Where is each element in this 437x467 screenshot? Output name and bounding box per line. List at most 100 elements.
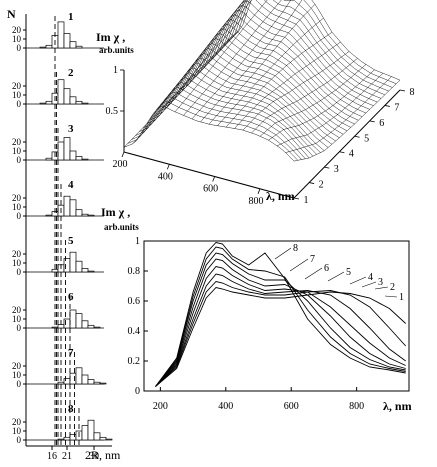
surface-x-label: λ, nm [266, 189, 295, 203]
series-line-6 [155, 252, 406, 387]
line-y-tick-label: 0 [135, 386, 140, 397]
histogram-bar [63, 258, 71, 273]
histogram-bar [75, 313, 83, 329]
series-line-1 [155, 287, 407, 387]
histogram-x-tick-label: 21 [62, 451, 72, 462]
histogram-bar [45, 214, 53, 217]
surface-mesh-line [191, 0, 292, 120]
histogram-bar [63, 137, 71, 161]
histogram-bar [69, 41, 77, 49]
surface-mesh-line [132, 31, 239, 145]
histogram-y-tick-label: 20 [12, 137, 22, 147]
series-label-1: 1 [399, 292, 404, 303]
series-leader-line [374, 286, 389, 290]
surface-y-tick [384, 105, 390, 107]
histogram-bar [45, 44, 53, 49]
surface-z-label: Im χ , [96, 30, 125, 44]
surface-mesh-line [276, 73, 384, 147]
surface-y-tick-label: 4 [349, 149, 354, 160]
histogram-bar [81, 320, 89, 329]
surface-y-tick-label: 7 [394, 102, 399, 113]
line-x-label-symbol: λ [383, 399, 389, 413]
histogram-y-tick-label: 20 [12, 25, 22, 35]
surface-mesh-line [285, 76, 392, 153]
surface-mesh-line [217, 17, 324, 126]
surface-y-tick-label: 3 [334, 164, 339, 175]
surface-z-tick-label: 0.5 [106, 106, 119, 117]
histogram-bar [57, 438, 65, 441]
series-label-7: 7 [310, 254, 315, 265]
surface-mesh-line [251, 58, 358, 134]
surface-mesh-line [210, 0, 382, 99]
histogram-bar [105, 438, 113, 441]
histogram-bar [75, 367, 83, 385]
histogram-x-tick-label: 30 [89, 451, 99, 462]
series-line-8 [155, 242, 406, 387]
series-line-3 [155, 273, 406, 387]
surface-x-label-symbol: λ [266, 189, 272, 203]
histogram-y-tick-label: 10 [12, 202, 22, 212]
histogram-y-tick-label: 0 [17, 43, 22, 53]
histogram-label: 6 [68, 291, 74, 303]
histogram-bar [57, 141, 65, 161]
histogram-y-tick-label: 10 [12, 314, 22, 324]
histogram-label: 4 [68, 179, 74, 191]
histogram-y-tick-label: 20 [12, 81, 22, 91]
histogram-y-tick-label: 10 [12, 426, 22, 436]
surface-mesh-line [127, 101, 298, 161]
histogram-bar [87, 324, 95, 329]
surface-z-unit: arb.units [99, 45, 134, 55]
histogram-y-tick-label: 20 [12, 361, 22, 371]
histogram-y-tick-label: 10 [12, 90, 22, 100]
histogram-bar [69, 434, 77, 441]
series-leader-line [349, 276, 367, 285]
histogram-bar [99, 436, 107, 441]
surface-mesh-line [150, 72, 321, 153]
histogram-y-tick-label: 0 [17, 379, 22, 389]
surface-mesh-line [242, 51, 350, 131]
histogram-bar [87, 379, 95, 385]
histogram-label: 1 [68, 11, 74, 23]
histogram-bar [57, 381, 65, 385]
series-line-5 [155, 258, 406, 387]
histogram-bar [81, 158, 89, 161]
histogram-y-label: N [7, 7, 16, 21]
surface-mesh-line [149, 0, 248, 120]
histogram-bar [69, 96, 77, 105]
histogram-panel: N 01020101020201020301020401020501020601… [7, 7, 121, 462]
histogram-y-tick-label: 10 [12, 146, 22, 156]
surface-mesh-line [225, 32, 333, 128]
histogram-label: 7 [68, 347, 74, 359]
histogram-y-tick-label: 0 [17, 155, 22, 165]
histogram-bar [75, 100, 83, 105]
histogram-bar [93, 432, 101, 441]
histogram-x-label: 2R, nm [85, 448, 121, 462]
surface-mesh-line [183, 0, 282, 116]
surface-x-tick-label: 400 [158, 171, 173, 182]
surface-mesh-line [139, 87, 310, 159]
surface-x-tick [121, 151, 125, 158]
line-x-label-unit: , nm [389, 399, 412, 413]
histogram-bar [63, 318, 71, 329]
surface-mesh-line [157, 0, 245, 109]
surface-x-axis [123, 151, 295, 199]
histogram-bar [75, 156, 83, 161]
surface-mesh-line [234, 41, 341, 129]
histogram-bar [93, 326, 101, 329]
histogram-bar [75, 209, 83, 217]
histogram-bar [75, 45, 83, 49]
histogram-bar [57, 21, 65, 49]
histogram-y-tick-label: 20 [12, 305, 22, 315]
histogram-y-tick-label: 0 [17, 99, 22, 109]
surface-mesh-line [214, 0, 385, 96]
histogram-bar [87, 270, 95, 273]
histogram-y-tick-label: 20 [12, 249, 22, 259]
surface-x-tick [257, 188, 261, 194]
surface-mesh-line [222, 0, 393, 88]
